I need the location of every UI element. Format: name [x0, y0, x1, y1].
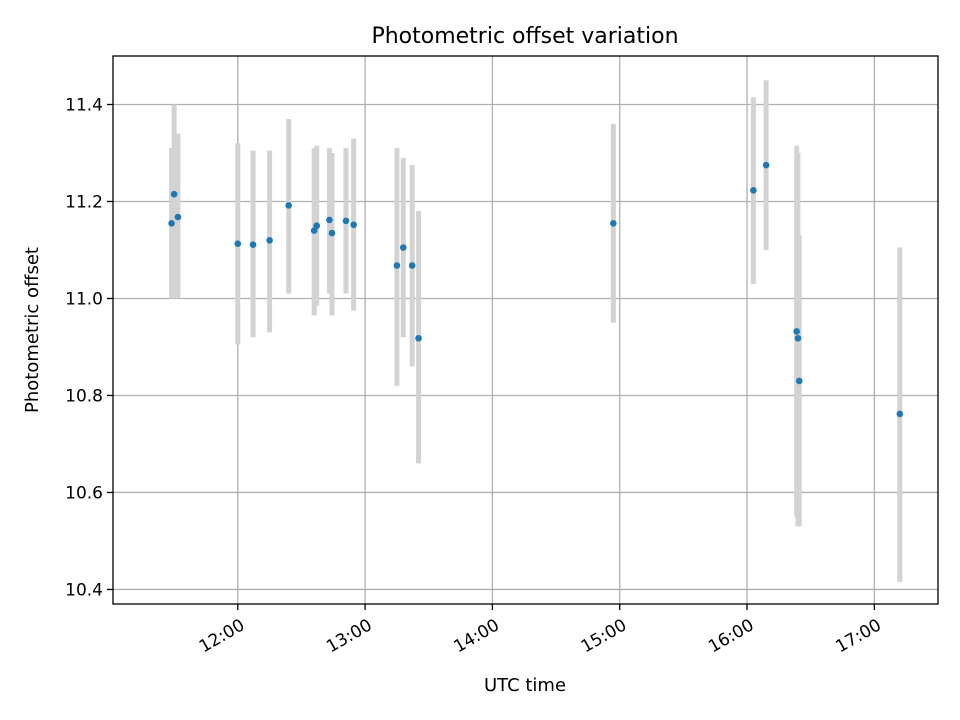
data-point-17 — [610, 220, 617, 227]
data-point-11 — [342, 217, 350, 225]
data-point-9 — [326, 216, 333, 224]
y-tick-label-0: 10.4 — [65, 580, 103, 600]
data-point-23 — [896, 410, 904, 418]
data-point-19 — [762, 161, 770, 169]
data-point-22 — [795, 377, 803, 385]
y-tick-label-4: 11.2 — [65, 192, 103, 212]
y-tick-label-1: 10.6 — [65, 483, 103, 503]
data-point-14 — [399, 244, 407, 251]
data-point-3 — [234, 240, 242, 247]
data-point-20 — [793, 328, 800, 335]
data-point-0 — [168, 220, 175, 227]
x-tick-label-2: 14:00 — [450, 615, 502, 657]
x-tick-label-0: 12:00 — [196, 615, 248, 657]
plot-frame — [112, 55, 939, 605]
data-point-5 — [266, 236, 273, 244]
chart-title: Photometric offset variation — [371, 24, 678, 49]
data-point-1 — [170, 190, 178, 198]
x-tick-label-1: 13:00 — [323, 615, 375, 657]
data-point-4 — [249, 241, 257, 248]
y-tick-label-3: 11.0 — [65, 289, 103, 309]
y-tick-label-5: 11.4 — [65, 95, 103, 115]
data-point-10 — [328, 229, 336, 237]
data-point-18 — [750, 187, 757, 194]
data-point-13 — [393, 262, 401, 269]
data-point-6 — [285, 202, 292, 209]
data-point-2 — [174, 213, 182, 221]
data-point-12 — [350, 221, 357, 229]
errorbar-layer — [169, 80, 903, 583]
x-tick-label-5: 17:00 — [832, 615, 884, 657]
data-point-layer — [168, 161, 904, 418]
data-point-16 — [415, 334, 422, 342]
data-point-8 — [313, 222, 321, 230]
data-point-7 — [310, 227, 318, 234]
data-point-15 — [408, 262, 416, 269]
data-point-21 — [794, 334, 802, 342]
x-tick-label-4: 16:00 — [705, 615, 757, 657]
tick-layer: 12:00 13:00 14:00 15:00 16:00 17:00 10.4 10.6 10… — [65, 95, 885, 657]
y-tick-label-2: 10.8 — [65, 386, 103, 406]
x-axis-label: UTC time — [484, 675, 566, 696]
x-tick-label-3: 15:00 — [578, 615, 630, 657]
y-axis-label: Photometric offset — [22, 247, 43, 413]
